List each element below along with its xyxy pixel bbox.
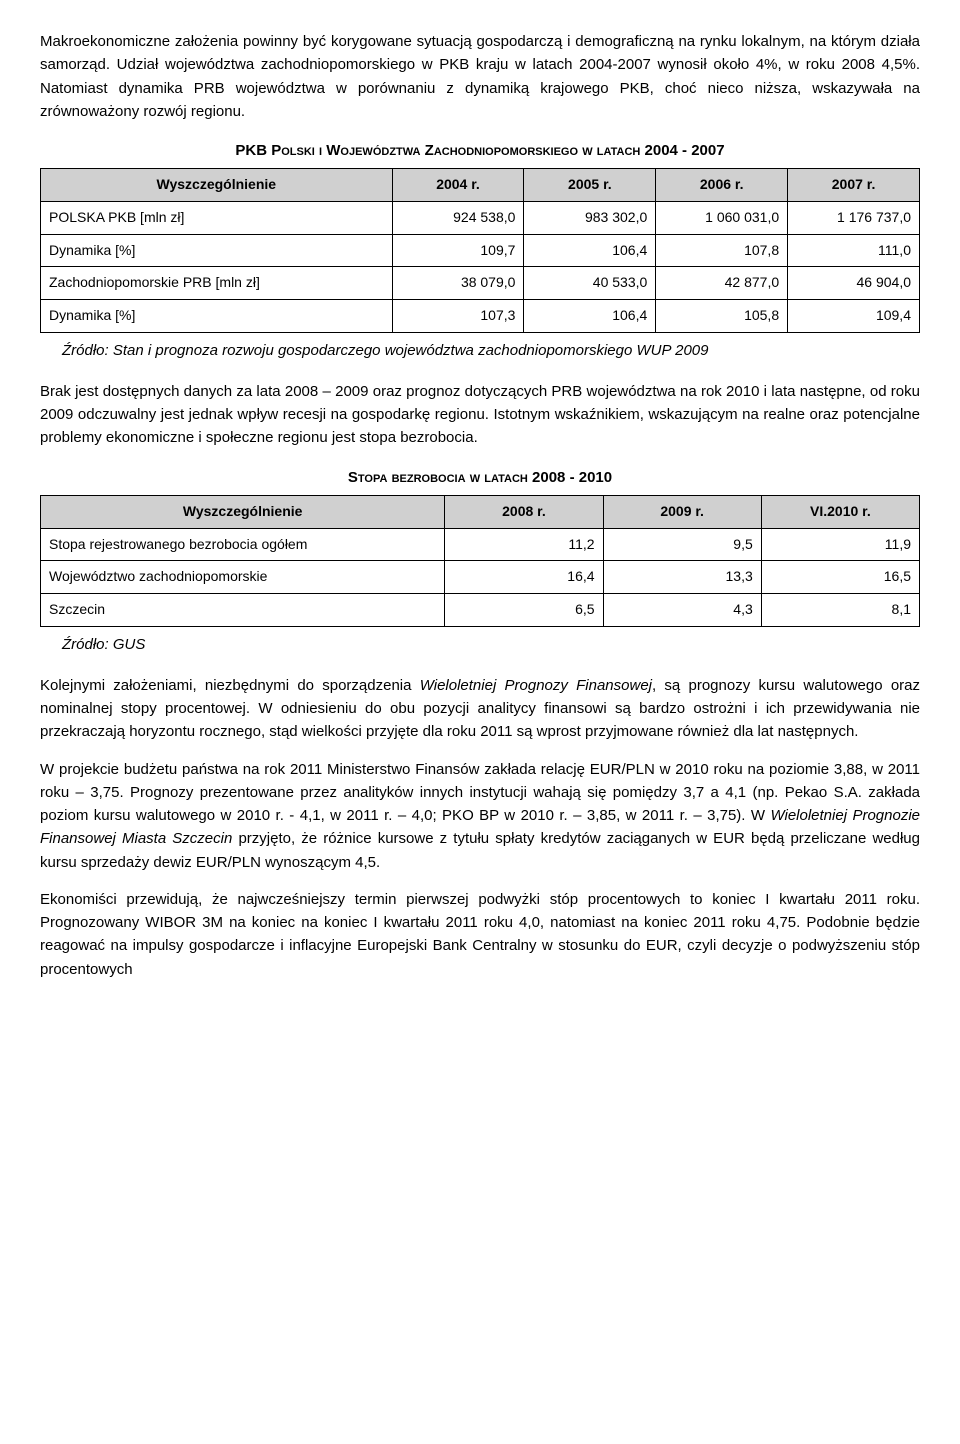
table-row: POLSKA PKB [mln zł]924 538,0983 302,01 0… [41,201,920,234]
row-value: 16,4 [445,561,603,594]
t2-title-part: topa bezrobocia w latach [358,469,532,486]
t2-title-part: S [348,469,358,486]
row-label: Stopa rejestrowanego bezrobocia ogółem [41,528,445,561]
text-span-italic: Wieloletniej Prognozy Finansowej [420,677,652,694]
table-row: Zachodniopomorskie PRB [mln zł]38 079,04… [41,267,920,300]
table1-source: Źródło: Stan i prognoza rozwoju gospodar… [62,339,920,362]
row-value: 109,4 [788,300,920,333]
table-row: Województwo zachodniopomorskie16,413,316… [41,561,920,594]
row-value: 105,8 [656,300,788,333]
row-label: Zachodniopomorskie PRB [mln zł] [41,267,393,300]
paragraph-4: W projekcie budżetu państwa na rok 2011 … [40,758,920,874]
table-header-row: Wyszczególnienie 2004 r. 2005 r. 2006 r.… [41,169,920,202]
t1-title-part: W [326,142,340,159]
row-value: 38 079,0 [392,267,524,300]
col-header: 2007 r. [788,169,920,202]
text-span: Kolejnymi założeniami, niezbędnymi do sp… [40,677,420,694]
table-row: Dynamika [%]107,3106,4105,8109,4 [41,300,920,333]
t1-title-part: achodniopomorskiego w latach [434,142,645,159]
table2-source: Źródło: GUS [62,633,920,656]
row-label: Dynamika [%] [41,234,393,267]
row-value: 106,4 [524,234,656,267]
row-value: 983 302,0 [524,201,656,234]
col-header: VI.2010 r. [761,495,919,528]
row-value: 42 877,0 [656,267,788,300]
table-row: Dynamika [%]109,7106,4107,8111,0 [41,234,920,267]
row-value: 13,3 [603,561,761,594]
col-header: 2009 r. [603,495,761,528]
row-value: 109,7 [392,234,524,267]
t2-title-part: 2008 - 2010 [532,469,612,486]
paragraph-3: Kolejnymi założeniami, niezbędnymi do sp… [40,674,920,744]
t1-title-part: olski i [281,142,326,159]
col-header: 2006 r. [656,169,788,202]
table-row: Szczecin6,54,38,1 [41,594,920,627]
t1-title-part: Z [425,142,434,159]
t1-title-part: 2004 - 2007 [645,142,725,159]
table-header-row: Wyszczególnienie 2008 r. 2009 r. VI.2010… [41,495,920,528]
t1-title-part: PKB P [235,142,281,159]
col-header: 2008 r. [445,495,603,528]
paragraph-2: Brak jest dostępnych danych za lata 2008… [40,380,920,450]
row-value: 8,1 [761,594,919,627]
row-value: 11,9 [761,528,919,561]
row-value: 924 538,0 [392,201,524,234]
table1-title: PKB Polski i Województwa Zachodniopomors… [40,139,920,162]
row-value: 107,8 [656,234,788,267]
row-value: 4,3 [603,594,761,627]
paragraph-1: Makroekonomiczne założenia powinny być k… [40,30,920,123]
row-value: 1 176 737,0 [788,201,920,234]
table-row: Stopa rejestrowanego bezrobocia ogółem11… [41,528,920,561]
row-value: 6,5 [445,594,603,627]
paragraph-5: Ekonomiści przewidują, że najwcześniejsz… [40,888,920,981]
t1-title-part: ojewództwa [340,142,424,159]
row-value: 1 060 031,0 [656,201,788,234]
col-header: 2004 r. [392,169,524,202]
row-value: 107,3 [392,300,524,333]
table2-title: Stopa bezrobocia w latach 2008 - 2010 [40,466,920,489]
row-label: Województwo zachodniopomorskie [41,561,445,594]
row-value: 111,0 [788,234,920,267]
row-label: POLSKA PKB [mln zł] [41,201,393,234]
unemployment-table: Wyszczególnienie 2008 r. 2009 r. VI.2010… [40,495,920,627]
row-value: 9,5 [603,528,761,561]
pkb-table: Wyszczególnienie 2004 r. 2005 r. 2006 r.… [40,168,920,332]
row-value: 46 904,0 [788,267,920,300]
row-label: Dynamika [%] [41,300,393,333]
row-label: Szczecin [41,594,445,627]
col-header: Wyszczególnienie [41,169,393,202]
col-header: 2005 r. [524,169,656,202]
row-value: 106,4 [524,300,656,333]
col-header: Wyszczególnienie [41,495,445,528]
row-value: 40 533,0 [524,267,656,300]
row-value: 11,2 [445,528,603,561]
row-value: 16,5 [761,561,919,594]
